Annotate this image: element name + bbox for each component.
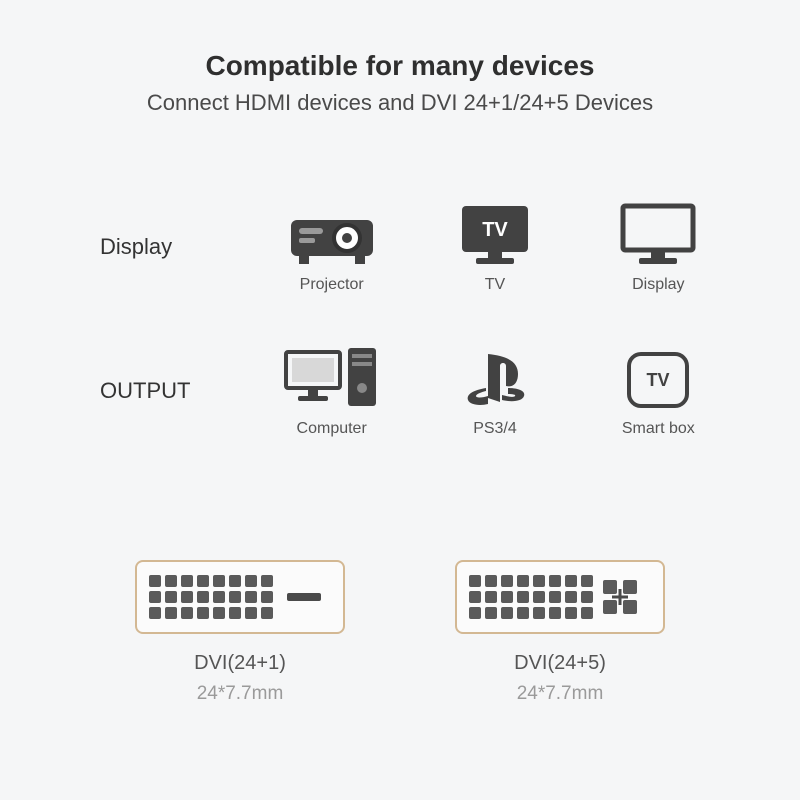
dvi-plus-pins — [603, 580, 637, 614]
dvi-24p5-block: DVI(24+5) 24*7.7mm — [455, 560, 665, 705]
dvi-24p1-connector — [135, 560, 345, 634]
dvi-24p5-label: DVI(24+5) — [455, 652, 665, 675]
row-label-display: Display — [100, 234, 250, 260]
label-projector: Projector — [300, 276, 364, 294]
device-grid: Display Projector — [100, 200, 740, 488]
page-subtitle: Connect HDMI devices and DVI 24+1/24+5 D… — [0, 90, 800, 116]
dvi-24p1-label: DVI(24+1) — [135, 652, 345, 675]
row-display: Display Projector — [100, 200, 740, 294]
dvi-flat-pin — [287, 593, 321, 601]
header-block: Compatible for many devices Connect HDMI… — [0, 0, 800, 116]
computer-icon — [282, 344, 382, 410]
dvi-24p5-pins — [469, 575, 593, 619]
row-display-items: Projector TV TV — [250, 200, 740, 294]
label-tv: TV — [485, 276, 505, 294]
tv-icon: TV — [458, 200, 532, 266]
row-output-items: Computer PS3/4 TV — [250, 344, 740, 438]
ps-icon — [460, 344, 530, 410]
svg-text:TV: TV — [482, 219, 508, 241]
row-output: OUTPUT Co — [100, 344, 740, 438]
dvi-24p1-size: 24*7.7mm — [135, 683, 345, 705]
item-smartbox: TV Smart box — [598, 344, 718, 438]
item-projector: Projector — [272, 200, 392, 294]
row-label-output: OUTPUT — [100, 378, 250, 404]
label-smartbox: Smart box — [622, 420, 695, 438]
projector-icon — [287, 200, 377, 266]
item-tv: TV TV — [435, 200, 555, 294]
label-computer: Computer — [297, 420, 367, 438]
dvi-section: DVI(24+1) 24*7.7mm DVI(24+5) 24*7.7mm — [0, 560, 800, 705]
smartbox-icon: TV — [625, 344, 691, 410]
dvi-24p1-pins — [149, 575, 273, 619]
svg-text:TV: TV — [647, 370, 670, 390]
label-ps: PS3/4 — [473, 420, 517, 438]
dvi-24p5-size: 24*7.7mm — [455, 683, 665, 705]
display-icon — [619, 200, 697, 266]
item-computer: Computer — [272, 344, 392, 438]
item-ps: PS3/4 — [435, 344, 555, 438]
dvi-24p1-block: DVI(24+1) 24*7.7mm — [135, 560, 345, 705]
page-title: Compatible for many devices — [0, 50, 800, 82]
label-display: Display — [632, 276, 684, 294]
item-display: Display — [598, 200, 718, 294]
dvi-24p5-connector — [455, 560, 665, 634]
